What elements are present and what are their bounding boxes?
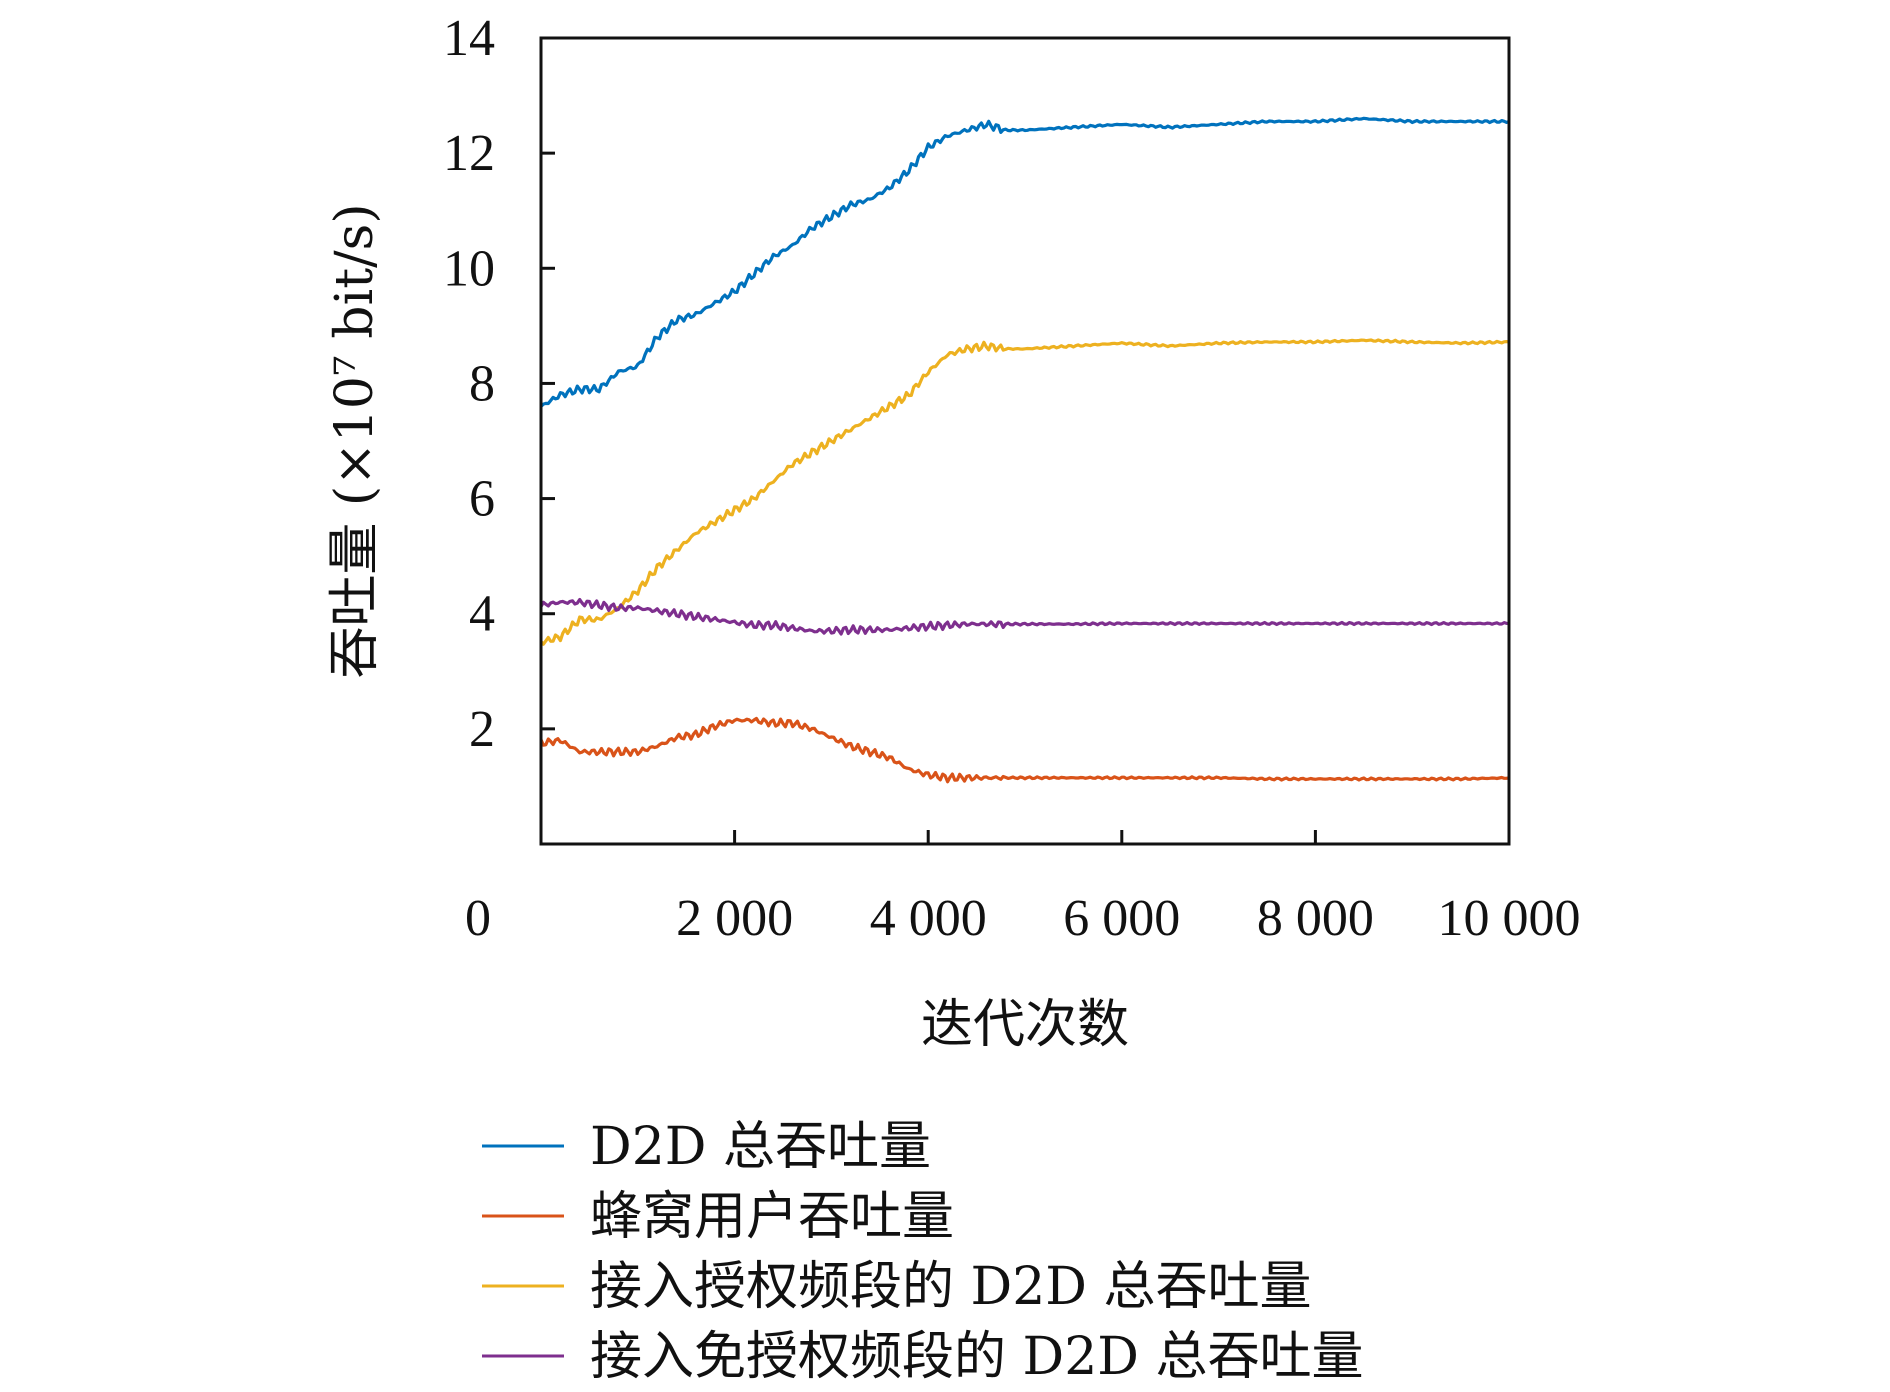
y-tick-label: 8 xyxy=(469,355,495,412)
x-tick-label: 6 000 xyxy=(1063,890,1180,947)
y-tick-label: 2 xyxy=(469,701,495,758)
legend-label: 接入授权频段的 D2D 总吞吐量 xyxy=(590,1257,1312,1317)
y-axis-ticks: 2 4 6 8 10 12 14 xyxy=(443,10,555,758)
x-tick-label: 10 000 xyxy=(1438,890,1581,947)
series-line-1 xyxy=(539,116,1510,408)
legend-label: D2D 总吞吐量 xyxy=(590,1117,931,1177)
x-axis-ticks: 0 2 000 4 000 6 000 8 000 10 000 xyxy=(465,830,1581,947)
y-tick-label: 12 xyxy=(443,125,495,182)
x-tick-label: 8 000 xyxy=(1257,890,1374,947)
x-tick-label: 4 000 xyxy=(870,890,987,947)
x-tick-label: 2 000 xyxy=(676,890,793,947)
x-axis-title: 迭代次数 xyxy=(921,995,1129,1055)
series-line-4 xyxy=(539,597,1510,636)
y-tick-label: 4 xyxy=(469,586,495,643)
plot-area-frame xyxy=(539,36,1511,846)
legend-label: 蜂窝用户吞吐量 xyxy=(590,1187,954,1247)
x-tick-label: 0 xyxy=(465,890,491,947)
y-axis-title: 吞吐量 (×10⁷ bit/s) xyxy=(325,203,385,678)
series-line-2 xyxy=(539,716,1510,784)
legend-label: 接入免授权频段的 D2D 总吞吐量 xyxy=(590,1327,1364,1387)
series-line-3 xyxy=(539,338,1510,646)
y-tick-label: 14 xyxy=(443,10,495,67)
y-tick-label: 6 xyxy=(469,471,495,528)
y-tick-label: 10 xyxy=(443,240,495,297)
series-lines xyxy=(539,116,1510,784)
